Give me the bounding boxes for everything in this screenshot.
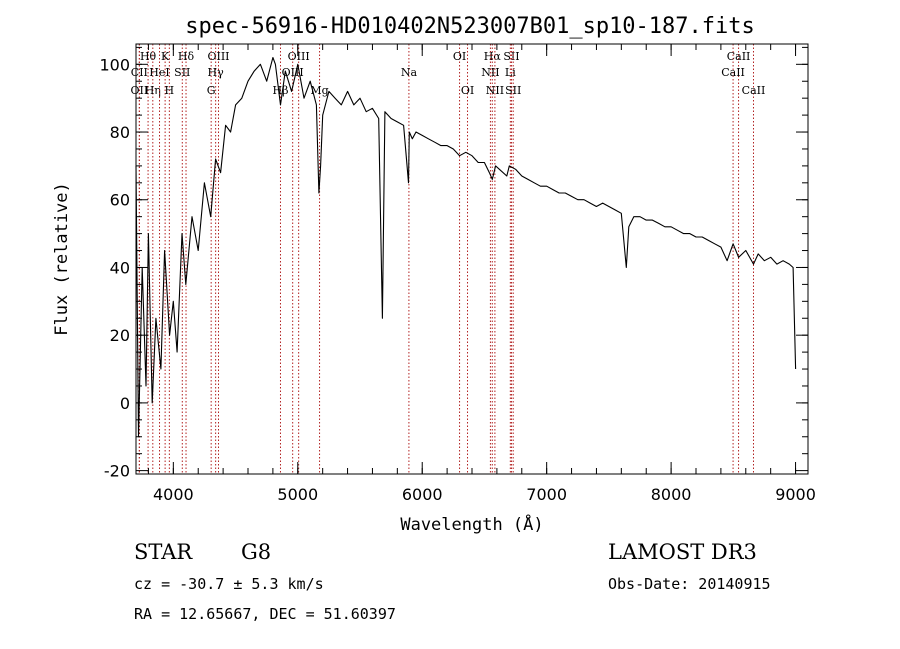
series-flux xyxy=(135,56,797,438)
line-label: Li xyxy=(505,66,516,79)
survey-name: LAMOST DR3 xyxy=(608,540,757,564)
line-label: Hδ xyxy=(178,50,195,63)
line-label: OIII xyxy=(207,50,229,63)
y-tick-label: 40 xyxy=(110,258,130,277)
line-label: OIII xyxy=(288,50,310,63)
line-label: NII xyxy=(486,84,504,97)
line-label: Hθ xyxy=(140,50,157,63)
line-label: K xyxy=(161,50,170,63)
spectral-subclass: G8 xyxy=(241,540,272,564)
line-label: Hβ xyxy=(273,84,289,97)
line-label: CaII xyxy=(727,50,751,63)
axis-ticks: 4000 5000 6000 7000 8000 9000 -20 0 20 40 60 80 100 xyxy=(99,44,816,504)
line-label: SII xyxy=(174,66,190,79)
observation-date: Obs-Date: 20140915 xyxy=(608,575,771,593)
line-label: Hα xyxy=(484,50,502,63)
line-label: SII xyxy=(505,84,521,97)
x-axis-label: Wavelength (Å) xyxy=(400,513,543,535)
plot-area xyxy=(135,43,809,475)
y-tick-label: 80 xyxy=(110,123,130,142)
line-label: OI xyxy=(453,50,466,63)
plot-frame xyxy=(135,43,809,475)
y-axis-label: Flux (relative) xyxy=(52,182,72,336)
x-tick-label: 4000 xyxy=(153,485,194,504)
line-label: CaII xyxy=(742,84,766,97)
x-tick-label: 9000 xyxy=(775,485,816,504)
redshift-readout: cz = -30.7 ± 5.3 km/s xyxy=(134,575,324,593)
x-tick-label: 8000 xyxy=(651,485,692,504)
line-label: CaII xyxy=(721,66,745,79)
y-tick-label: 20 xyxy=(110,326,130,345)
x-tick-label: 5000 xyxy=(277,485,318,504)
line-label: HeI xyxy=(149,66,169,79)
line-label: OI xyxy=(461,84,474,97)
line-label: Mg xyxy=(310,84,328,97)
line-label: OII xyxy=(131,84,149,97)
y-tick-label: 0 xyxy=(120,394,130,413)
line-label: SII xyxy=(503,50,519,63)
line-label: Na xyxy=(401,66,418,79)
y-tick-label: 60 xyxy=(110,191,130,210)
object-class: STAR xyxy=(134,540,193,564)
x-tick-label: 7000 xyxy=(526,485,567,504)
x-tick-label: 6000 xyxy=(402,485,443,504)
y-tick-label: -20 xyxy=(104,462,130,481)
line-label: G xyxy=(207,84,216,97)
line-label: H xyxy=(165,84,175,97)
line-label: Hη xyxy=(145,84,161,97)
line-label: Hγ xyxy=(208,66,225,79)
y-tick-label: 100 xyxy=(99,55,130,74)
coordinates-readout: RA = 12.65667, DEC = 51.60397 xyxy=(134,605,396,623)
line-label: NII xyxy=(481,66,499,79)
chart-title: spec-56916-HD010402N523007B01_sp10-187.f… xyxy=(185,14,755,39)
